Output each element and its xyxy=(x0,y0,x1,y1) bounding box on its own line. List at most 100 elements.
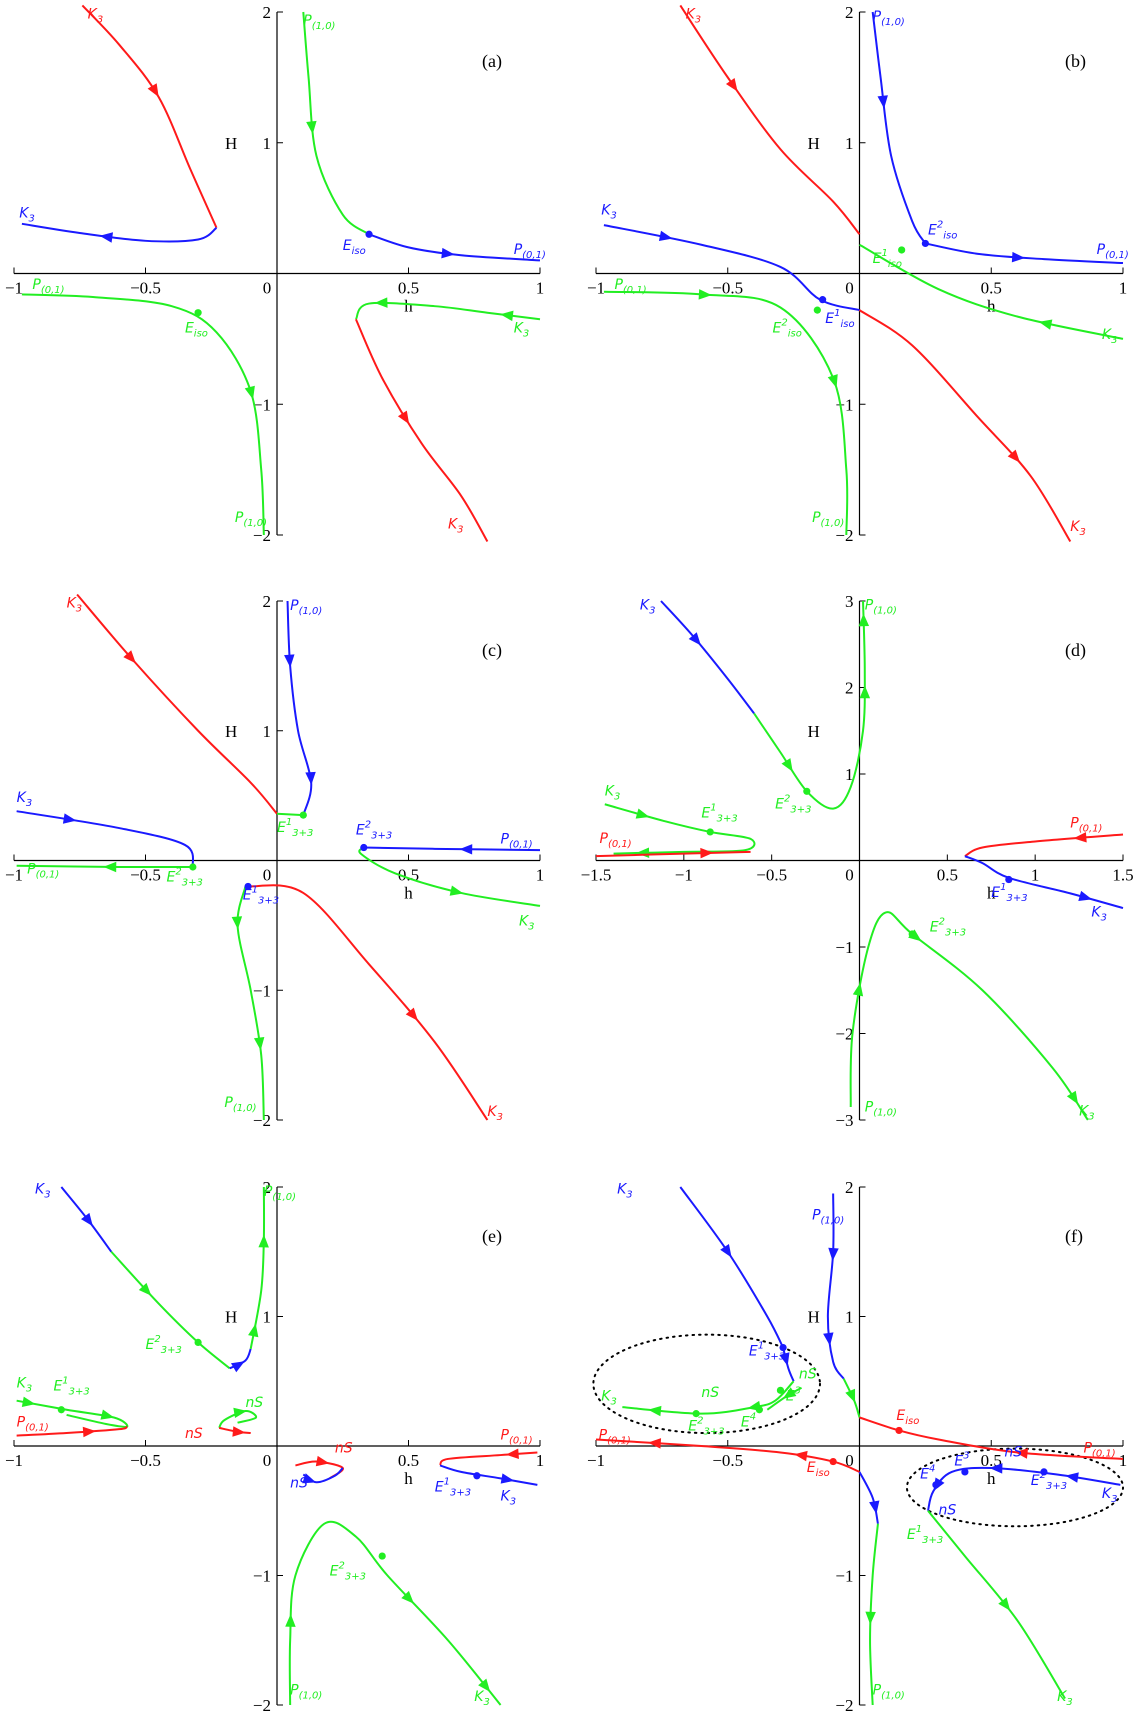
y-tick-label: 2 xyxy=(263,3,272,22)
curve-label: K3 xyxy=(519,913,535,932)
equilibrium-point xyxy=(776,1386,785,1394)
curve-label: nS xyxy=(290,1475,308,1491)
curve-label: E23+3 xyxy=(930,916,966,938)
y-axis-label: H xyxy=(225,1308,237,1327)
orbit-curve xyxy=(927,1510,1066,1700)
curve-label: E13+3 xyxy=(749,1340,785,1362)
y-tick-label: −1 xyxy=(253,981,271,1000)
orbit-curve xyxy=(21,293,265,536)
curve-label: E13+3 xyxy=(243,884,279,906)
flow-arrow xyxy=(989,1463,1003,1474)
x-tick-label: −0.5 xyxy=(712,1451,743,1470)
curve-label: P(1,0) xyxy=(224,1095,256,1114)
equilibrium-point xyxy=(908,930,916,938)
x-tick-label: −0.5 xyxy=(130,279,161,298)
curve-label: nS xyxy=(335,1440,353,1456)
orbit-curve xyxy=(76,593,278,815)
flow-arrow xyxy=(232,1426,246,1437)
flow-arrow xyxy=(782,1387,797,1399)
curve-label: K3 xyxy=(617,1181,633,1200)
y-tick-label: 1 xyxy=(845,765,854,784)
curve-label: E13+3 xyxy=(277,817,313,839)
equilibrium-point xyxy=(194,1338,202,1346)
curve-label: K3 xyxy=(88,7,104,26)
y-tick-label: 1 xyxy=(845,134,854,153)
equilibrium-point xyxy=(692,1410,700,1418)
flow-arrow xyxy=(698,289,712,300)
flow-arrow xyxy=(306,120,317,135)
flow-arrow xyxy=(305,771,316,785)
flow-arrow xyxy=(405,1007,418,1021)
flow-arrow xyxy=(823,1332,834,1346)
orbit-curve xyxy=(16,810,195,868)
curve-label: K3 xyxy=(474,1689,490,1708)
x-tick-label: 1 xyxy=(536,279,545,298)
curve-label: nS xyxy=(245,1395,263,1411)
curve-label: E4 xyxy=(920,1463,935,1482)
equilibrium-point xyxy=(299,811,307,819)
flow-arrow xyxy=(231,916,243,930)
curve-label: K3 xyxy=(1057,1689,1073,1708)
curve-label: P(1,0) xyxy=(290,1683,322,1702)
flow-arrow xyxy=(244,385,255,400)
x-tick-label: 1 xyxy=(536,1451,545,1470)
x-tick-label: 0.5 xyxy=(398,1451,419,1470)
x-tick-label: 0 xyxy=(845,1451,854,1470)
flow-arrow xyxy=(700,847,714,859)
curve-label: nS xyxy=(799,1367,817,1383)
flow-arrow xyxy=(100,1409,115,1420)
flow-arrow xyxy=(285,1613,296,1627)
x-tick-label: 0 xyxy=(263,866,272,885)
curve-label: E3 xyxy=(954,1450,969,1469)
x-tick-label: −1 xyxy=(5,1451,23,1470)
equilibrium-point xyxy=(895,1426,903,1435)
curve-label: Eiso xyxy=(343,238,366,257)
curve-label: E23+3 xyxy=(356,820,392,842)
flow-arrow xyxy=(865,1611,876,1625)
flow-arrow xyxy=(1038,319,1053,330)
equilibrium-point xyxy=(779,1343,787,1352)
flow-arrow xyxy=(82,1426,96,1438)
curve-label: P(1,0) xyxy=(865,1099,897,1118)
curve-label: nS xyxy=(701,1385,719,1401)
flow-arrow xyxy=(828,1247,839,1261)
flow-arrow xyxy=(1078,890,1093,901)
orbit-curve xyxy=(302,11,370,236)
curve-label: P(0,1) xyxy=(1070,816,1102,835)
y-axis-label: H xyxy=(225,722,237,741)
flow-arrow xyxy=(635,808,650,819)
flow-arrow xyxy=(500,310,514,322)
flow-arrow xyxy=(648,1405,662,1417)
curve-label: E13+3 xyxy=(435,1476,471,1498)
y-tick-label: 1 xyxy=(263,722,272,741)
curve-label: P(0,1) xyxy=(514,242,546,261)
equilibrium-point xyxy=(921,239,929,248)
equilibrium-point xyxy=(755,1406,763,1414)
panel-label: (a) xyxy=(482,51,502,72)
orbit-curve xyxy=(249,1186,266,1350)
y-tick-label: −2 xyxy=(835,1696,853,1715)
panel-label: (d) xyxy=(1065,640,1086,661)
equilibrium-point xyxy=(898,246,906,254)
curve-label: E23+3 xyxy=(1031,1470,1067,1492)
curve-label: P(1,0) xyxy=(865,598,897,617)
x-tick-label: 0 xyxy=(845,866,854,885)
orbit-curve xyxy=(368,233,541,262)
flow-arrow xyxy=(248,1323,259,1338)
flow-arrow xyxy=(123,650,136,664)
curve-label: nS xyxy=(939,1503,957,1519)
panel-d: −1.5 −1 −0.5 0 0.5 1 1.5 −3 −2 −1 1 2 3 h H (d) K3 P(1,0)… xyxy=(581,592,1133,1130)
panel-label: (f) xyxy=(1065,1226,1083,1247)
flow-arrow xyxy=(1007,449,1021,463)
curve-label: K3 xyxy=(35,1181,51,1200)
flow-arrow xyxy=(779,1352,790,1367)
flow-arrow xyxy=(62,813,77,824)
equilibrium-point xyxy=(365,230,373,238)
curve-label: P(1,0) xyxy=(264,1184,296,1203)
flow-arrow xyxy=(441,247,455,259)
x-axis-label: h xyxy=(987,1469,996,1488)
x-axis-label: h xyxy=(404,297,413,316)
orbit-curve xyxy=(964,833,1124,858)
x-tick-label: −0.5 xyxy=(756,866,787,885)
flow-arrow xyxy=(859,685,871,699)
